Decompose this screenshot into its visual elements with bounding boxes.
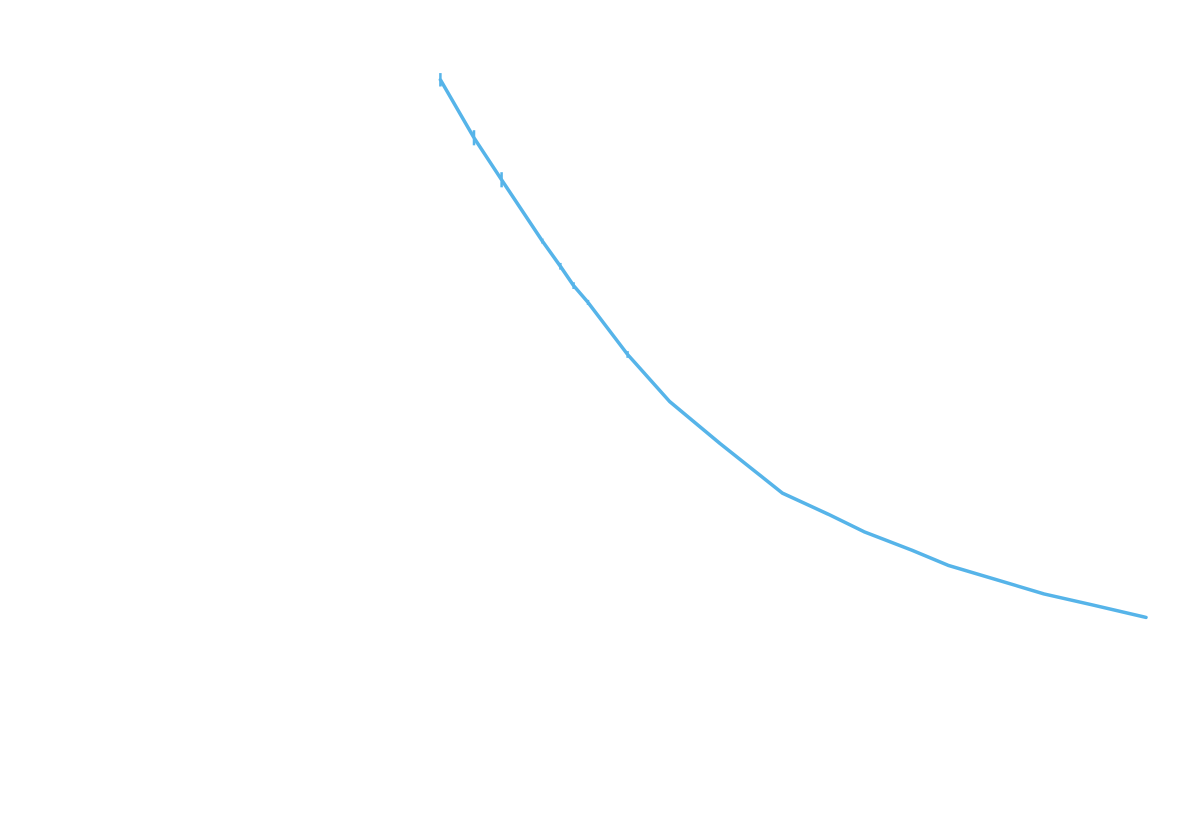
series-layer: [438, 73, 1148, 620]
series-line-1: [438, 78, 1148, 620]
